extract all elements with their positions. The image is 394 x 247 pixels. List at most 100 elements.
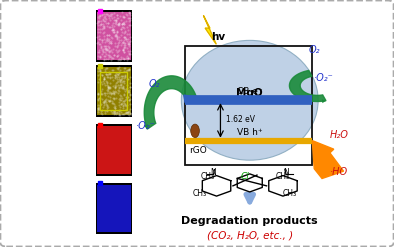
Point (97, 13, 103, 17)
Point (127, 19, 134, 22)
Point (125, 41, 132, 44)
Point (104, 48, 110, 52)
Point (126, 11, 132, 15)
Point (110, 21, 116, 25)
Point (102, 20, 109, 23)
Point (120, 79, 126, 83)
Point (115, 113, 122, 117)
Point (103, 52, 109, 56)
Point (121, 35, 127, 39)
Point (117, 105, 123, 109)
Point (104, 47, 110, 51)
Point (97, 27, 103, 31)
Point (126, 93, 133, 97)
Point (101, 12, 107, 16)
Point (120, 99, 126, 103)
Point (124, 77, 130, 81)
Point (115, 22, 121, 26)
Point (122, 41, 128, 45)
Point (95, 106, 101, 110)
Point (123, 111, 129, 115)
Point (125, 89, 131, 93)
Point (98, 13, 105, 17)
Point (115, 112, 122, 116)
Point (110, 68, 117, 72)
Point (119, 41, 125, 45)
Point (101, 54, 108, 58)
Point (112, 53, 118, 57)
Text: Cl: Cl (241, 172, 249, 181)
Point (95, 23, 101, 27)
Point (124, 54, 130, 58)
Point (100, 50, 106, 54)
Point (106, 99, 112, 103)
Point (97, 69, 103, 73)
Point (97, 96, 104, 100)
Point (115, 85, 122, 89)
Point (125, 41, 131, 45)
Point (121, 20, 127, 23)
Text: ·HO: ·HO (330, 167, 348, 177)
Point (99, 73, 106, 77)
Point (121, 66, 127, 70)
Point (106, 45, 113, 49)
Point (99, 38, 105, 42)
Point (115, 38, 122, 42)
Point (102, 72, 109, 76)
Point (111, 105, 117, 109)
Point (121, 38, 128, 42)
Point (104, 39, 111, 43)
Point (113, 34, 119, 38)
Point (111, 92, 117, 96)
Point (97, 72, 103, 76)
Point (110, 110, 117, 114)
Point (126, 32, 132, 36)
Point (112, 106, 118, 110)
Point (98, 73, 105, 77)
Point (116, 36, 123, 40)
Text: VB h⁺: VB h⁺ (237, 128, 262, 137)
Point (104, 81, 110, 85)
Point (100, 25, 107, 29)
Point (112, 106, 118, 110)
Point (106, 46, 112, 50)
Point (108, 35, 115, 39)
Point (107, 85, 113, 89)
Point (120, 14, 126, 18)
Point (109, 101, 115, 105)
Text: H₂O: H₂O (330, 129, 349, 140)
Point (105, 85, 112, 89)
Point (104, 33, 110, 37)
Point (104, 57, 111, 61)
Point (124, 86, 130, 90)
Polygon shape (204, 16, 216, 44)
Point (125, 112, 132, 116)
Point (124, 83, 130, 87)
Point (121, 45, 128, 49)
Point (101, 109, 108, 113)
Point (119, 74, 125, 78)
Point (107, 99, 113, 103)
Point (105, 99, 112, 103)
Point (119, 22, 126, 26)
Point (119, 30, 125, 34)
Text: CB e⁻: CB e⁻ (237, 87, 262, 96)
Point (112, 34, 118, 38)
Point (95, 77, 102, 81)
Point (126, 52, 132, 56)
Point (116, 71, 123, 75)
Point (106, 86, 112, 90)
Point (111, 90, 117, 94)
Point (100, 37, 107, 41)
Point (125, 90, 131, 94)
Point (119, 10, 125, 14)
Point (101, 67, 108, 71)
Point (125, 56, 131, 60)
Point (105, 84, 111, 88)
Point (109, 50, 115, 54)
Point (100, 26, 106, 30)
Bar (97, 185, 130, 232)
Point (115, 40, 122, 44)
Point (98, 38, 105, 42)
Point (127, 40, 133, 43)
